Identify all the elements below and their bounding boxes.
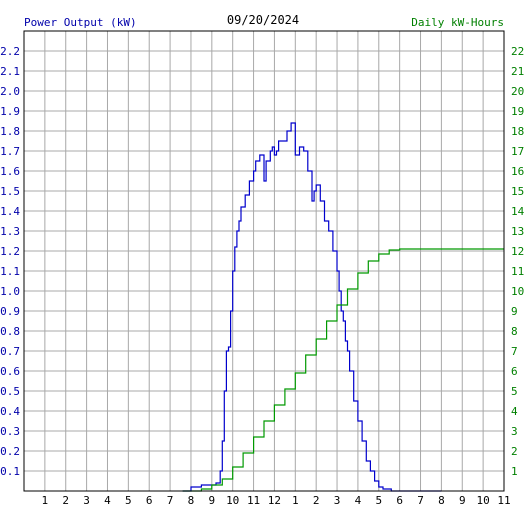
y-tick-label-right: 14 xyxy=(511,205,525,218)
y-tick-label-left: 1.6 xyxy=(0,165,20,178)
y-tick-label-right: 11 xyxy=(511,265,524,278)
y-tick-label-right: 3 xyxy=(511,425,518,438)
y-tick-label-right: 12 xyxy=(511,245,524,258)
y-tick-label-left: 1.7 xyxy=(0,145,20,158)
y-tick-label-left: 0.7 xyxy=(0,345,20,358)
x-tick-label: 9 xyxy=(209,494,216,507)
x-tick-label: 12 xyxy=(268,494,281,507)
y-tick-label-right: 4 xyxy=(511,405,518,418)
x-tick-label: 4 xyxy=(104,494,111,507)
y-tick-label-right: 21 xyxy=(511,65,524,78)
y-tick-label-right: 8 xyxy=(511,325,518,338)
y-tick-label-right: 2 xyxy=(511,445,518,458)
y-tick-label-left: 1.4 xyxy=(0,205,20,218)
x-tick-label: 8 xyxy=(188,494,195,507)
x-tick-label: 2 xyxy=(313,494,320,507)
series-line-energy xyxy=(182,248,504,492)
plot-frame xyxy=(23,30,505,492)
right-axis-label: Daily kW-Hours xyxy=(411,16,504,29)
y-tick-label-left: 0.8 xyxy=(0,325,20,338)
y-tick-label-right: 5 xyxy=(511,385,518,398)
y-tick-label-left: 0.5 xyxy=(0,385,20,398)
y-tick-label-right: 16 xyxy=(511,165,524,178)
y-tick-label-left: 1.0 xyxy=(0,285,20,298)
y-tick-label-left: 0.3 xyxy=(0,425,20,438)
y-tick-label-right: 19 xyxy=(511,105,524,118)
y-tick-label-left: 1.2 xyxy=(0,245,20,258)
x-ticks: 1 2 3 4 5 6 7 8 9 10 11 12 1 2 3 4 5 6 7 8 9 10 11 xyxy=(42,494,511,507)
y-tick-label-right: 7 xyxy=(511,345,518,358)
y-tick-label-left: 0.4 xyxy=(0,405,20,418)
x-tick-label: 11 xyxy=(247,494,260,507)
y-tick-label-right: 20 xyxy=(511,85,524,98)
y-tick-label-right: 10 xyxy=(511,285,524,298)
x-tick-label: 4 xyxy=(355,494,362,507)
x-tick-label: 7 xyxy=(417,494,424,507)
y-tick-label-right: 15 xyxy=(511,185,524,198)
y-tick-label-left: 2.1 xyxy=(0,65,20,78)
x-tick-label: 5 xyxy=(375,494,382,507)
y-tick-label-right: 9 xyxy=(511,305,518,318)
series xyxy=(182,122,504,492)
y-tick-label-left: 1.3 xyxy=(0,225,20,238)
y-tick-label-right: 13 xyxy=(511,225,524,238)
x-tick-label: 8 xyxy=(438,494,445,507)
y-tick-label-left: 0.6 xyxy=(0,365,20,378)
y-tick-label-left: 2.2 xyxy=(0,45,20,58)
x-tick-label: 10 xyxy=(226,494,239,507)
x-tick-label: 10 xyxy=(477,494,490,507)
y-tick-label-right: 22 xyxy=(511,45,524,58)
y-tick-label-right: 18 xyxy=(511,125,524,138)
y-tick-label-left: 1.5 xyxy=(0,185,20,198)
left-y-ticks: 0.1 0.2 0.3 0.4 0.5 0.6 0.7 0.8 0.9 1.0 1.1 1.2 1.3 1… xyxy=(0,45,20,478)
x-tick-label: 1 xyxy=(292,494,299,507)
chart-title: 09/20/2024 xyxy=(227,13,299,27)
y-tick-label-right: 1 xyxy=(511,465,518,478)
x-tick-label: 3 xyxy=(334,494,341,507)
y-tick-label-left: 1.1 xyxy=(0,265,20,278)
left-axis-label: Power Output (kW) xyxy=(24,16,137,29)
y-tick-label-left: 1.8 xyxy=(0,125,20,138)
y-tick-label-left: 1.9 xyxy=(0,105,20,118)
x-tick-label: 1 xyxy=(42,494,49,507)
x-tick-label: 9 xyxy=(459,494,466,507)
y-tick-label-left: 2.0 xyxy=(0,85,20,98)
x-tick-label: 6 xyxy=(396,494,403,507)
y-tick-label-right: 17 xyxy=(511,145,524,158)
x-tick-label: 5 xyxy=(125,494,132,507)
y-tick-label-left: 0.2 xyxy=(0,445,20,458)
x-tick-label: 3 xyxy=(83,494,90,507)
x-tick-label: 7 xyxy=(167,494,174,507)
series-line-power xyxy=(182,122,442,492)
y-tick-label-left: 0.9 xyxy=(0,305,20,318)
x-tick-label: 11 xyxy=(497,494,510,507)
x-tick-label: 2 xyxy=(62,494,69,507)
y-tick-label-right: 6 xyxy=(511,365,518,378)
x-tick-label: 6 xyxy=(146,494,153,507)
y-tick-label-left: 0.1 xyxy=(0,465,20,478)
